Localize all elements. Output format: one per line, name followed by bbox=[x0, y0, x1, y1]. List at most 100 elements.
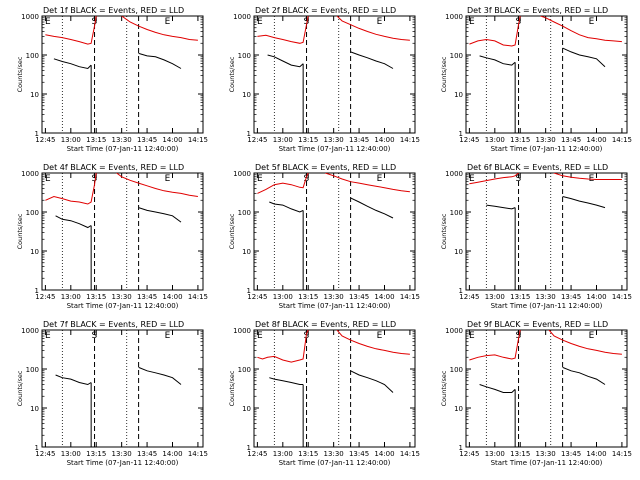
lld-series-line bbox=[540, 16, 622, 43]
x-axis-label: Start Time (07-Jan-11 12:40:00) bbox=[491, 145, 603, 153]
y-axis-label: Counts/sec bbox=[16, 370, 24, 406]
x-tick-label: 12:45 bbox=[247, 293, 267, 301]
x-tick-label: 14:15 bbox=[400, 293, 420, 301]
x-tick-label: 13:45 bbox=[349, 136, 369, 144]
y-tick-label: 10 bbox=[242, 91, 251, 99]
y-tick-label: 1000 bbox=[233, 327, 251, 335]
start-marker-label: S bbox=[92, 174, 98, 184]
y-tick-label: 1000 bbox=[445, 327, 463, 335]
y-tick-label: 1000 bbox=[21, 327, 39, 335]
x-tick-label: 13:30 bbox=[112, 136, 132, 144]
x-tick-label: 14:15 bbox=[188, 136, 208, 144]
x-tick-label: 14:15 bbox=[612, 136, 632, 144]
series-group bbox=[469, 330, 622, 447]
x-tick-label: 14:00 bbox=[162, 450, 182, 458]
y-tick-label: 1 bbox=[459, 444, 463, 452]
detector-panel-1: Det 1f BLACK = Events, RED = LLD 1 10 100 10… bbox=[16, 6, 208, 153]
x-tick-label: 14:15 bbox=[400, 136, 420, 144]
y-axis-label: Counts/sec bbox=[440, 56, 448, 92]
detector-panel-7: Det 7f BLACK = Events, RED = LLD 1 10 100 10… bbox=[16, 320, 208, 467]
lld-series-line bbox=[257, 173, 309, 194]
plot-frame bbox=[465, 329, 628, 448]
x-tick-label: 13:30 bbox=[324, 293, 344, 301]
y-axis-label: Counts/sec bbox=[440, 213, 448, 249]
lld-series-line bbox=[45, 16, 97, 45]
x-axis-label: Start Time (07-Jan-11 12:40:00) bbox=[279, 459, 391, 467]
x-tick-label: 13:30 bbox=[324, 136, 344, 144]
x-tick-label: 13:15 bbox=[298, 293, 318, 301]
x-tick-label: 13:15 bbox=[298, 136, 318, 144]
x-tick-label: 14:00 bbox=[374, 293, 394, 301]
events-series-line bbox=[138, 366, 182, 385]
x-tick-label: 14:00 bbox=[162, 293, 182, 301]
lld-series-line bbox=[257, 330, 309, 363]
y-tick-label: 100 bbox=[26, 209, 39, 217]
events-series-line bbox=[267, 54, 304, 68]
events-series-line bbox=[55, 215, 92, 229]
x-tick-label: 13:00 bbox=[61, 136, 81, 144]
x-tick-label: 12:45 bbox=[35, 450, 55, 458]
plot-frame bbox=[253, 172, 416, 291]
end-marker-label: E bbox=[257, 17, 263, 27]
end-marker-label: E bbox=[589, 331, 595, 341]
end-marker-label: E bbox=[165, 174, 171, 184]
x-axis-label: Start Time (07-Jan-11 12:40:00) bbox=[279, 302, 391, 310]
x-tick-label: 14:15 bbox=[400, 450, 420, 458]
y-tick-label: 100 bbox=[26, 366, 39, 374]
events-series-line bbox=[55, 374, 92, 386]
y-axis-label: Counts/sec bbox=[16, 56, 24, 92]
x-tick-label: 13:15 bbox=[510, 450, 530, 458]
end-marker-label: E bbox=[45, 331, 51, 341]
x-tick-label: 13:15 bbox=[510, 136, 530, 144]
y-tick-label: 10 bbox=[30, 405, 39, 413]
y-tick-label: 1 bbox=[247, 287, 251, 295]
y-tick-label: 1 bbox=[459, 130, 463, 138]
x-tick-label: 13:15 bbox=[86, 136, 106, 144]
x-tick-label: 14:00 bbox=[374, 136, 394, 144]
detector-panel-4: Det 4f BLACK = Events, RED = LLD 1 10 100 10… bbox=[16, 163, 208, 310]
events-series-line bbox=[350, 51, 394, 69]
series-group bbox=[469, 16, 622, 133]
end-marker-label: E bbox=[45, 174, 51, 184]
panel-title: Det 4f BLACK = Events, RED = LLD bbox=[43, 163, 184, 172]
y-tick-label: 1000 bbox=[21, 170, 39, 178]
x-tick-label: 13:45 bbox=[137, 450, 157, 458]
end-marker-label: E bbox=[377, 174, 383, 184]
lld-series-line bbox=[469, 173, 622, 185]
x-tick-label: 12:45 bbox=[247, 450, 267, 458]
start-marker-label: S bbox=[304, 174, 310, 184]
plot-frame bbox=[41, 329, 204, 448]
events-series-line bbox=[562, 196, 606, 209]
x-axis-label: Start Time (07-Jan-11 12:40:00) bbox=[67, 145, 179, 153]
y-tick-label: 10 bbox=[30, 91, 39, 99]
y-axis-label: Counts/sec bbox=[440, 370, 448, 406]
series-group bbox=[45, 16, 198, 133]
x-tick-label: 12:45 bbox=[459, 450, 479, 458]
end-marker-label: E bbox=[45, 17, 51, 27]
y-tick-label: 100 bbox=[450, 209, 463, 217]
x-tick-label: 13:15 bbox=[86, 293, 106, 301]
plot-frame bbox=[465, 15, 628, 134]
x-tick-label: 13:00 bbox=[61, 293, 81, 301]
x-tick-label: 14:00 bbox=[586, 293, 606, 301]
lld-series-line bbox=[121, 16, 198, 41]
x-tick-label: 13:30 bbox=[324, 450, 344, 458]
y-tick-label: 1000 bbox=[21, 13, 39, 21]
end-marker-label: E bbox=[165, 331, 171, 341]
y-tick-label: 1000 bbox=[445, 13, 463, 21]
panel-title: Det 1f BLACK = Events, RED = LLD bbox=[43, 6, 184, 15]
y-tick-label: 1000 bbox=[233, 13, 251, 21]
x-tick-label: 13:00 bbox=[485, 293, 505, 301]
x-tick-label: 12:45 bbox=[459, 136, 479, 144]
y-tick-label: 10 bbox=[454, 91, 463, 99]
y-tick-label: 10 bbox=[30, 248, 39, 256]
series-group bbox=[257, 173, 410, 290]
events-series-line bbox=[269, 377, 304, 385]
events-series-line bbox=[138, 52, 182, 69]
events-series-line bbox=[53, 58, 92, 70]
detector-panel-2: Det 2f BLACK = Events, RED = LLD 1 10 100 10… bbox=[228, 6, 420, 153]
x-tick-label: 13:00 bbox=[485, 450, 505, 458]
x-tick-label: 13:15 bbox=[510, 293, 530, 301]
series-group bbox=[257, 16, 410, 133]
